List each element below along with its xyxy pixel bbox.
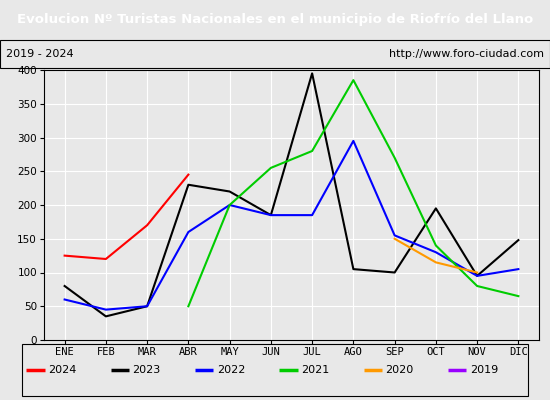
Text: 2024: 2024: [48, 365, 76, 375]
Text: 2023: 2023: [133, 365, 161, 375]
Text: http://www.foro-ciudad.com: http://www.foro-ciudad.com: [389, 49, 544, 59]
Text: Evolucion Nº Turistas Nacionales en el municipio de Riofrío del Llano: Evolucion Nº Turistas Nacionales en el m…: [17, 14, 533, 26]
Text: 2021: 2021: [301, 365, 329, 375]
Text: 2020: 2020: [386, 365, 414, 375]
Text: 2019 - 2024: 2019 - 2024: [6, 49, 73, 59]
Text: 2019: 2019: [470, 365, 498, 375]
Text: 2022: 2022: [217, 365, 245, 375]
